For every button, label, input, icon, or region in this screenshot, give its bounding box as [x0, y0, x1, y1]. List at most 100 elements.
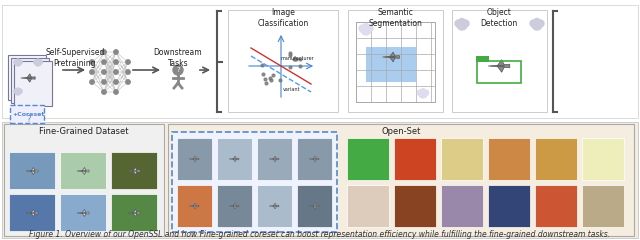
Polygon shape	[27, 78, 31, 82]
Point	[260, 77, 270, 81]
Circle shape	[114, 90, 118, 94]
Circle shape	[34, 60, 38, 64]
Circle shape	[90, 60, 94, 64]
Polygon shape	[133, 168, 137, 171]
FancyBboxPatch shape	[172, 132, 337, 232]
Circle shape	[16, 88, 20, 92]
Polygon shape	[133, 210, 137, 213]
Polygon shape	[193, 156, 196, 159]
Polygon shape	[273, 156, 276, 159]
Polygon shape	[488, 64, 510, 68]
Circle shape	[90, 80, 94, 84]
FancyBboxPatch shape	[2, 122, 638, 238]
FancyBboxPatch shape	[228, 10, 338, 112]
Text: ?: ?	[27, 115, 31, 125]
Text: Semantic
Segmentation: Semantic Segmentation	[368, 8, 422, 28]
Circle shape	[114, 50, 118, 54]
FancyBboxPatch shape	[217, 185, 252, 227]
FancyBboxPatch shape	[168, 124, 634, 236]
Polygon shape	[313, 156, 316, 159]
Circle shape	[420, 89, 426, 94]
Polygon shape	[273, 206, 276, 209]
Text: Open-Set: Open-Set	[381, 127, 420, 137]
FancyBboxPatch shape	[582, 138, 624, 180]
Polygon shape	[77, 212, 89, 214]
Polygon shape	[233, 156, 236, 159]
Polygon shape	[229, 158, 239, 160]
Text: Self-Supervised
Pretraining: Self-Supervised Pretraining	[45, 48, 105, 68]
Circle shape	[18, 60, 22, 64]
Point	[284, 53, 294, 56]
FancyBboxPatch shape	[348, 10, 443, 112]
Polygon shape	[77, 170, 89, 172]
Text: variant: variant	[283, 87, 301, 92]
FancyBboxPatch shape	[4, 124, 164, 236]
Circle shape	[35, 60, 41, 66]
Polygon shape	[128, 212, 140, 214]
FancyBboxPatch shape	[297, 138, 332, 180]
Polygon shape	[128, 170, 140, 172]
Point	[257, 72, 268, 76]
Circle shape	[38, 60, 42, 64]
Circle shape	[455, 20, 462, 27]
Polygon shape	[309, 158, 319, 160]
Circle shape	[423, 90, 429, 96]
Circle shape	[419, 90, 427, 98]
Polygon shape	[82, 171, 86, 174]
Polygon shape	[31, 168, 35, 171]
Text: manufacturer: manufacturer	[280, 56, 314, 61]
FancyBboxPatch shape	[111, 152, 157, 189]
Polygon shape	[313, 203, 316, 206]
Point	[260, 81, 271, 85]
FancyBboxPatch shape	[9, 152, 55, 189]
Text: Fine-Grained Dataset: Fine-Grained Dataset	[39, 127, 129, 137]
Text: Figure 1. Overview of our OpenSSL and how Fine-grained coreset can boost represe: Figure 1. Overview of our OpenSSL and ho…	[29, 230, 611, 239]
FancyBboxPatch shape	[488, 138, 530, 180]
FancyBboxPatch shape	[217, 138, 252, 180]
Circle shape	[114, 80, 118, 84]
Polygon shape	[233, 206, 236, 209]
Circle shape	[36, 59, 40, 63]
FancyBboxPatch shape	[257, 138, 292, 180]
Circle shape	[18, 89, 22, 93]
Circle shape	[126, 80, 130, 84]
FancyBboxPatch shape	[14, 61, 52, 106]
Point	[275, 78, 285, 82]
Circle shape	[126, 60, 130, 64]
Point	[289, 57, 299, 61]
Circle shape	[362, 24, 369, 30]
Circle shape	[530, 20, 537, 27]
Polygon shape	[313, 206, 316, 209]
FancyBboxPatch shape	[535, 185, 577, 227]
Circle shape	[366, 25, 373, 32]
Circle shape	[361, 25, 371, 35]
Point	[285, 51, 295, 55]
Polygon shape	[133, 171, 137, 174]
Circle shape	[537, 20, 544, 27]
Polygon shape	[31, 213, 35, 216]
Circle shape	[417, 90, 423, 96]
FancyBboxPatch shape	[366, 47, 416, 82]
Polygon shape	[193, 203, 196, 206]
Text: Image
Classification: Image Classification	[257, 8, 308, 28]
Text: Downstream
Tasks: Downstream Tasks	[154, 48, 202, 68]
Circle shape	[15, 60, 21, 66]
Point	[295, 57, 305, 61]
FancyBboxPatch shape	[394, 185, 436, 227]
Polygon shape	[193, 159, 196, 162]
Circle shape	[457, 20, 467, 30]
Point	[284, 66, 294, 69]
FancyBboxPatch shape	[452, 10, 547, 112]
Point	[295, 64, 305, 68]
FancyBboxPatch shape	[9, 194, 55, 231]
FancyBboxPatch shape	[394, 138, 436, 180]
Polygon shape	[309, 205, 319, 207]
Polygon shape	[82, 168, 86, 171]
FancyBboxPatch shape	[297, 185, 332, 227]
Circle shape	[359, 25, 366, 32]
FancyBboxPatch shape	[441, 138, 483, 180]
Polygon shape	[133, 213, 137, 216]
Polygon shape	[82, 210, 86, 213]
Polygon shape	[189, 205, 199, 207]
Circle shape	[114, 70, 118, 74]
